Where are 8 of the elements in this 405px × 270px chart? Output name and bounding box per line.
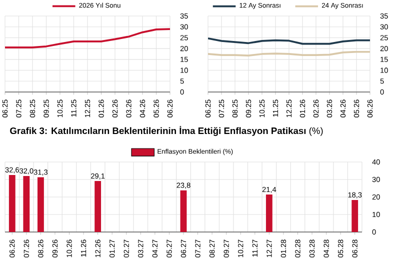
bar (266, 194, 272, 232)
chart-title: Grafik 3: Katılımcıların Beklentilerinin İma Ettiği Enflasyon Patikası (%) (10, 126, 323, 136)
bar (23, 176, 30, 232)
bar (37, 177, 44, 232)
bar (8, 174, 16, 232)
bar (94, 181, 102, 232)
bar (352, 200, 358, 232)
bar (180, 190, 187, 232)
